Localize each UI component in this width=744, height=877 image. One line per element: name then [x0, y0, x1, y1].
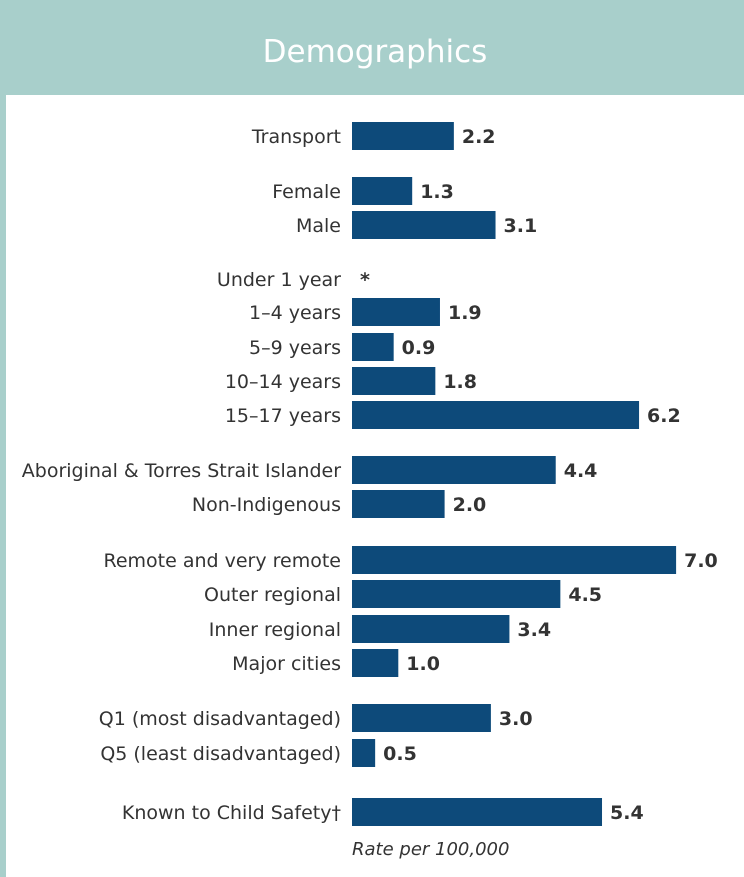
data-label: 3.0: [499, 708, 533, 730]
header-bar: Demographics: [6, 6, 744, 95]
category-label: Female: [272, 181, 341, 203]
bar: [352, 122, 454, 150]
bar: [352, 704, 491, 732]
data-label: 2.0: [453, 494, 487, 516]
category-label: Under 1 year: [217, 269, 341, 291]
bars-group: Transport 2.2 Female 1.3 Male 3.1 Under 1 year…: [22, 122, 718, 826]
category-label: Transport: [251, 126, 341, 148]
data-label: 7.0: [684, 550, 718, 572]
bar: [352, 490, 445, 518]
bar: [352, 211, 496, 239]
page-title: Demographics: [262, 34, 488, 70]
bar: [352, 298, 440, 326]
data-label: 1.8: [443, 371, 477, 393]
category-label: Known to Child Safety†: [122, 802, 341, 824]
category-label: 5–9 years: [249, 337, 341, 359]
data-label: 0.5: [383, 743, 417, 765]
bar: [352, 739, 376, 767]
category-label: Remote and very remote: [103, 550, 341, 572]
bar: [352, 333, 394, 361]
bar: [352, 580, 561, 608]
bar: [352, 456, 556, 484]
data-label: 5.4: [610, 802, 644, 824]
data-label: 3.4: [517, 619, 551, 641]
category-label: 1–4 years: [249, 302, 341, 324]
category-label: Non-Indigenous: [192, 494, 341, 516]
category-label: Q1 (most disadvantaged): [99, 708, 341, 730]
bar: [352, 177, 413, 205]
bar: [352, 546, 677, 574]
category-label: 15–17 years: [225, 405, 341, 427]
data-label: 2.2: [462, 126, 496, 148]
bar: [352, 367, 436, 395]
category-label: Inner regional: [209, 619, 341, 641]
data-label: 0.9: [402, 337, 436, 359]
data-label: 1.3: [420, 181, 454, 203]
data-label: 6.2: [647, 405, 681, 427]
bar: [352, 615, 510, 643]
data-label: 4.5: [568, 584, 602, 606]
bar: [352, 798, 603, 826]
data-label: 3.1: [504, 215, 538, 237]
category-label: Aboriginal & Torres Strait Islander: [22, 460, 341, 482]
bar: [352, 401, 640, 429]
category-label: Q5 (least disadvantaged): [100, 743, 341, 765]
category-label: 10–14 years: [225, 371, 341, 393]
data-label: 4.4: [564, 460, 598, 482]
bar: [352, 649, 399, 677]
category-label: Outer regional: [204, 584, 341, 606]
data-label: *: [360, 269, 370, 291]
data-label: 1.0: [406, 653, 440, 675]
category-label: Major cities: [232, 653, 341, 675]
data-label: 1.9: [448, 302, 482, 324]
x-axis-label: Rate per 100,000: [352, 839, 509, 860]
category-label: Male: [296, 215, 341, 237]
